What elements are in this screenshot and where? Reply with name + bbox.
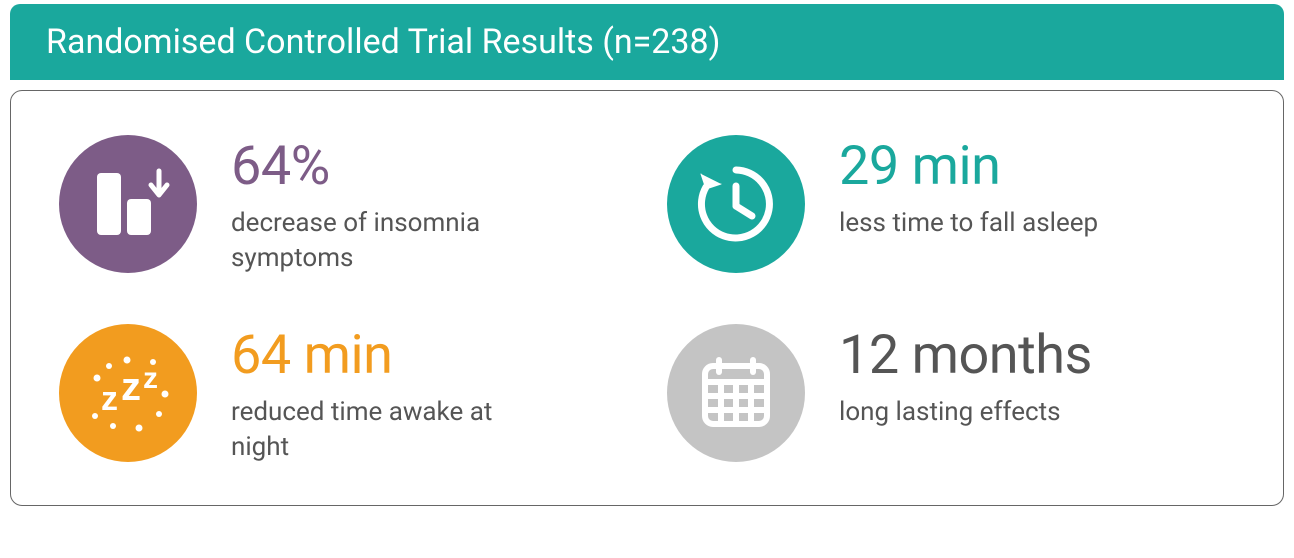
- stat-value: 64 min: [231, 328, 551, 385]
- stat-text: 12 months long lasting effects: [839, 324, 1092, 430]
- stat-value: 29 min: [839, 139, 1098, 196]
- calendar-icon: [667, 324, 805, 462]
- svg-text:z: z: [101, 380, 118, 418]
- header-title: Randomised Controlled Trial Results (n=2…: [46, 22, 720, 62]
- stat-item: 64% decrease of insomnia symptoms: [59, 135, 627, 276]
- stat-value: 12 months: [839, 328, 1092, 385]
- stat-item: z z z: [59, 324, 627, 465]
- svg-text:z: z: [143, 362, 158, 395]
- clock-rewind-icon: [667, 135, 805, 273]
- stat-text: 29 min less time to fall asleep: [839, 135, 1098, 241]
- header-bar: Randomised Controlled Trial Results (n=2…: [10, 4, 1284, 80]
- stat-desc: less time to fall asleep: [839, 206, 1098, 241]
- sleep-zzz-icon: z z z: [59, 324, 197, 462]
- stat-item: 12 months long lasting effects: [667, 324, 1235, 465]
- stat-text: 64 min reduced time awake at night: [231, 324, 551, 465]
- stat-desc: decrease of insomnia symptoms: [231, 206, 551, 276]
- svg-text:z: z: [121, 365, 141, 409]
- stat-value: 64%: [231, 139, 551, 196]
- stat-desc: reduced time awake at night: [231, 395, 551, 465]
- stats-panel: 64% decrease of insomnia symptoms 2: [10, 90, 1284, 506]
- stat-item: 29 min less time to fall asleep: [667, 135, 1235, 276]
- stat-text: 64% decrease of insomnia symptoms: [231, 135, 551, 276]
- bars-down-icon: [59, 135, 197, 273]
- stat-desc: long lasting effects: [839, 395, 1092, 430]
- infographic-container: Randomised Controlled Trial Results (n=2…: [0, 0, 1294, 506]
